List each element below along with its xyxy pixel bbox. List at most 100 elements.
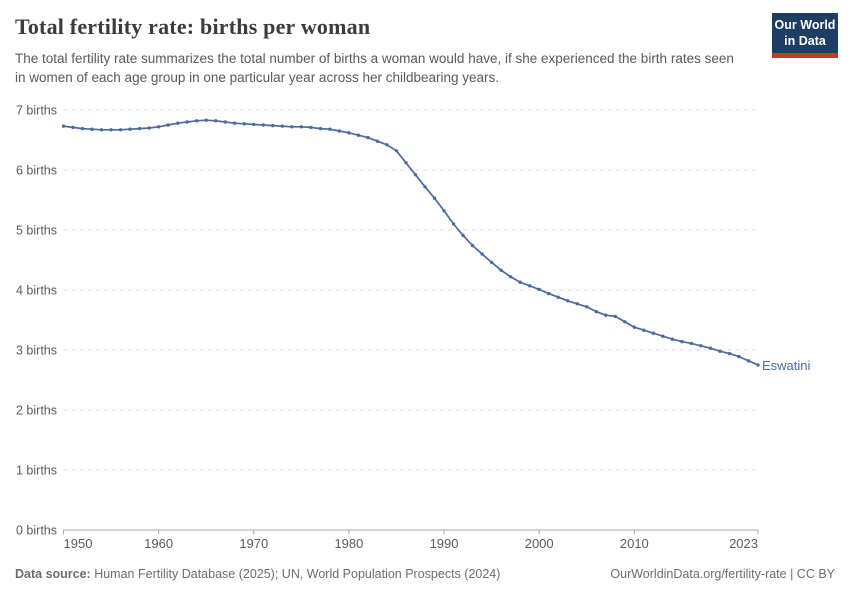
data-point-1970[interactable] <box>252 122 256 127</box>
data-point-1985[interactable] <box>394 149 399 153</box>
x-tick-label-1970: 1970 <box>239 536 268 551</box>
data-point-1957[interactable] <box>128 127 132 131</box>
data-point-1979[interactable] <box>337 129 342 133</box>
data-point-1975[interactable] <box>299 125 304 129</box>
data-point-2006[interactable] <box>594 309 598 314</box>
data-point-1967[interactable] <box>223 120 227 124</box>
data-point-2017[interactable] <box>699 344 703 348</box>
y-tick-label-4: 4 births <box>16 284 57 298</box>
data-point-1971[interactable] <box>261 123 265 127</box>
owid-logo-line1: Our World <box>774 18 836 32</box>
data-point-1973[interactable] <box>280 124 285 128</box>
data-point-1959[interactable] <box>147 126 151 130</box>
data-source-text: Human Fertility Database (2025); UN, Wor… <box>90 567 501 581</box>
data-point-2000[interactable] <box>537 287 541 292</box>
chart-footer: Data source: Human Fertility Database (2… <box>15 567 835 581</box>
data-point-1998[interactable] <box>518 280 522 284</box>
data-point-2012[interactable] <box>651 331 656 335</box>
data-point-1955[interactable] <box>109 128 113 132</box>
x-tick-label-2000: 2000 <box>525 536 554 551</box>
y-tick-label-2: 2 births <box>16 404 57 418</box>
data-point-2023[interactable] <box>756 363 760 367</box>
data-point-1989[interactable] <box>432 196 437 200</box>
series-label-eswatini[interactable]: Eswatini <box>762 358 811 373</box>
data-point-2008[interactable] <box>613 314 617 319</box>
data-point-1980[interactable] <box>347 131 351 135</box>
y-tick-label-7: 7 births <box>16 104 57 118</box>
data-point-2010[interactable] <box>632 325 637 329</box>
data-point-1996[interactable] <box>499 268 503 272</box>
data-point-1988[interactable] <box>423 185 427 189</box>
chart-title: Total fertility rate: births per woman <box>15 14 371 39</box>
data-point-1981[interactable] <box>356 133 361 137</box>
data-point-2018[interactable] <box>708 346 713 350</box>
data-point-1972[interactable] <box>271 123 275 128</box>
data-point-2020[interactable] <box>727 351 732 356</box>
x-tick-label-2010: 2010 <box>620 536 649 551</box>
data-point-2013[interactable] <box>661 334 665 338</box>
data-point-1994[interactable] <box>480 252 484 256</box>
data-point-1968[interactable] <box>233 121 237 125</box>
data-point-1995[interactable] <box>489 260 494 265</box>
data-point-1966[interactable] <box>214 119 218 123</box>
line-eswatini[interactable] <box>63 119 759 366</box>
y-tick-label-3: 3 births <box>16 344 57 358</box>
data-point-2004[interactable] <box>575 302 579 306</box>
data-point-1986[interactable] <box>404 161 408 165</box>
data-point-2021[interactable] <box>737 354 741 359</box>
credit-link[interactable]: OurWorldinData.org/fertility-rate | CC B… <box>610 567 835 581</box>
data-point-1965[interactable] <box>204 118 208 122</box>
data-point-1961[interactable] <box>166 123 170 127</box>
data-point-2001[interactable] <box>546 291 551 296</box>
x-tick-label-1960: 1960 <box>144 536 173 551</box>
data-point-1978[interactable] <box>328 127 332 131</box>
data-point-2015[interactable] <box>680 339 684 344</box>
x-tick-label-1950: 1950 <box>64 536 93 551</box>
data-point-2007[interactable] <box>604 313 608 317</box>
data-point-1958[interactable] <box>137 126 142 131</box>
data-point-2005[interactable] <box>585 305 589 309</box>
data-point-1960[interactable] <box>156 125 161 129</box>
data-point-1952[interactable] <box>80 126 85 131</box>
data-point-1954[interactable] <box>99 128 104 132</box>
data-point-1991[interactable] <box>451 222 456 226</box>
data-point-2019[interactable] <box>718 349 722 353</box>
data-point-1990[interactable] <box>442 209 446 213</box>
data-point-2002[interactable] <box>556 295 560 299</box>
data-point-1962[interactable] <box>175 121 180 125</box>
data-point-1969[interactable] <box>242 122 246 126</box>
data-point-2003[interactable] <box>566 299 570 303</box>
y-tick-label-0: 0 births <box>16 524 57 538</box>
data-point-1977[interactable] <box>318 126 323 131</box>
data-point-1993[interactable] <box>470 243 475 248</box>
data-point-1992[interactable] <box>461 233 465 238</box>
owid-logo-line2: in Data <box>784 33 826 48</box>
data-point-2009[interactable] <box>623 320 627 324</box>
data-point-1950[interactable] <box>61 124 66 128</box>
data-point-1997[interactable] <box>508 275 513 279</box>
data-point-1974[interactable] <box>290 125 294 129</box>
data-point-1984[interactable] <box>385 143 389 147</box>
data-point-1964[interactable] <box>194 119 199 123</box>
data-point-1956[interactable] <box>118 128 123 132</box>
data-point-1953[interactable] <box>90 127 94 131</box>
data-point-1999[interactable] <box>527 284 532 288</box>
data-point-1982[interactable] <box>366 135 370 140</box>
data-point-1987[interactable] <box>413 173 418 177</box>
x-tick-label-1990: 1990 <box>430 536 459 551</box>
data-point-2011[interactable] <box>642 328 646 332</box>
data-point-1963[interactable] <box>185 120 189 124</box>
data-point-2022[interactable] <box>746 359 751 363</box>
data-point-1983[interactable] <box>375 139 380 143</box>
y-tick-label-5: 5 births <box>16 224 57 238</box>
chart-subtitle: The total fertility rate summarizes the … <box>15 51 734 85</box>
x-tick-label-1980: 1980 <box>334 536 363 551</box>
data-point-1976[interactable] <box>309 125 313 130</box>
data-point-2016[interactable] <box>689 341 694 346</box>
data-source-note: Data source: Human Fertility Database (2… <box>15 567 500 581</box>
data-point-2014[interactable] <box>670 337 675 341</box>
owid-logo[interactable]: Our World in Data <box>772 13 838 59</box>
data-point-1951[interactable] <box>71 125 75 130</box>
